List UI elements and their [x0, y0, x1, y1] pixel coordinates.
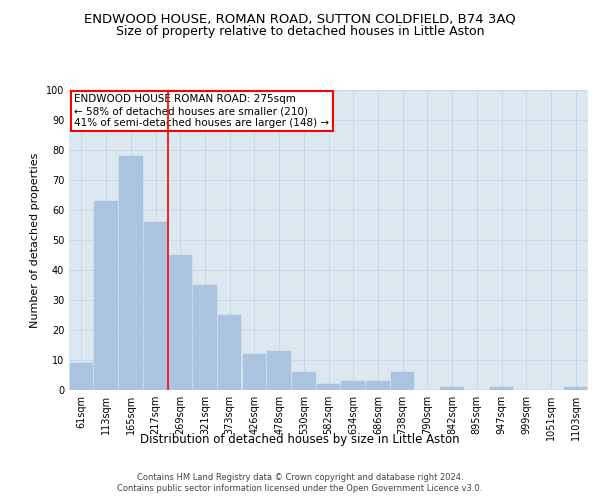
- Bar: [242, 354, 266, 390]
- Bar: [564, 387, 587, 390]
- Bar: [366, 381, 389, 390]
- Bar: [193, 285, 217, 390]
- Text: ENDWOOD HOUSE ROMAN ROAD: 275sqm
← 58% of detached houses are smaller (210)
41% : ENDWOOD HOUSE ROMAN ROAD: 275sqm ← 58% o…: [74, 94, 329, 128]
- Bar: [94, 201, 118, 390]
- Bar: [490, 387, 513, 390]
- Text: Size of property relative to detached houses in Little Aston: Size of property relative to detached ho…: [116, 25, 484, 38]
- Bar: [341, 381, 365, 390]
- Bar: [119, 156, 143, 390]
- Bar: [169, 255, 192, 390]
- Bar: [440, 387, 464, 390]
- Bar: [70, 363, 93, 390]
- Text: Contains public sector information licensed under the Open Government Licence v3: Contains public sector information licen…: [118, 484, 482, 493]
- Bar: [391, 372, 415, 390]
- Y-axis label: Number of detached properties: Number of detached properties: [30, 152, 40, 328]
- Bar: [317, 384, 340, 390]
- Text: ENDWOOD HOUSE, ROMAN ROAD, SUTTON COLDFIELD, B74 3AQ: ENDWOOD HOUSE, ROMAN ROAD, SUTTON COLDFI…: [84, 12, 516, 26]
- Bar: [144, 222, 167, 390]
- Bar: [218, 315, 241, 390]
- Text: Contains HM Land Registry data © Crown copyright and database right 2024.: Contains HM Land Registry data © Crown c…: [137, 472, 463, 482]
- Text: Distribution of detached houses by size in Little Aston: Distribution of detached houses by size …: [140, 432, 460, 446]
- Bar: [292, 372, 316, 390]
- Bar: [268, 351, 291, 390]
